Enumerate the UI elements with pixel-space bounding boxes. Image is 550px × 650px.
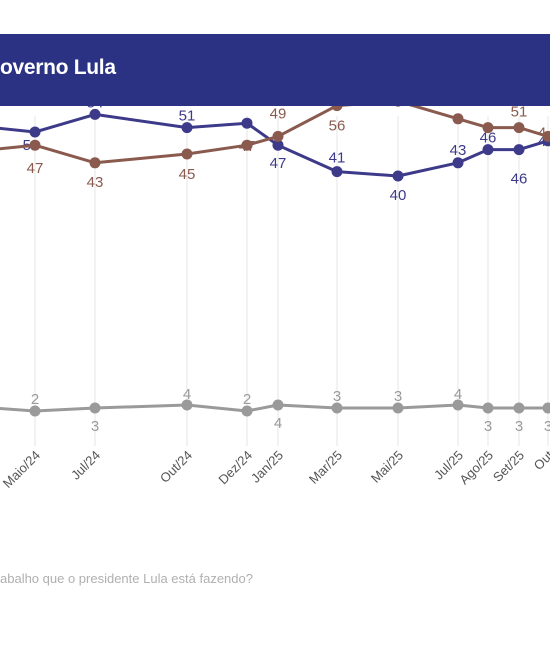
disapprove-point	[272, 130, 284, 142]
disapprove-point	[89, 157, 101, 169]
no-answer-data-label: 4	[274, 415, 282, 432]
disapprove-point	[395, 106, 401, 107]
disapprove-data-label: 56	[329, 118, 346, 135]
approve-data-label: 40	[390, 187, 407, 204]
disapprove-point	[241, 139, 253, 151]
approve-point	[392, 170, 404, 182]
approve-point	[241, 117, 253, 129]
x-tick-label: Out/24	[157, 448, 195, 486]
x-tick-label: Ago/25	[456, 448, 496, 488]
approve-data-label: 46	[480, 130, 497, 147]
disapprove-point	[513, 122, 525, 134]
disapprove-data-label: 45	[179, 166, 196, 183]
disapprove-point	[482, 122, 494, 134]
x-tick-label: Out	[531, 447, 550, 473]
no-answer-point	[392, 402, 404, 414]
disapprove-data-label: 4	[538, 124, 546, 141]
no-answer-point	[181, 399, 193, 411]
approve-point	[29, 126, 41, 138]
disapprove-data-label: 49	[270, 106, 287, 122]
x-tick-label: Mai/25	[368, 448, 406, 486]
approve-data-label: 4	[538, 133, 546, 150]
approve-point	[89, 108, 101, 120]
x-tick-label: Maio/24	[0, 448, 43, 491]
x-tick-label: Mar/25	[306, 448, 345, 487]
approve-point	[513, 144, 525, 156]
disapprove-point	[181, 148, 193, 160]
approve-data-label: 47	[270, 155, 287, 172]
no-answer-point	[89, 402, 101, 414]
no-answer-point	[513, 402, 525, 414]
disapprove-point	[542, 130, 550, 142]
no-answer-point	[482, 402, 494, 414]
top-strip	[0, 0, 550, 34]
no-answer-data-label: 4	[183, 386, 191, 403]
disapprove-point	[331, 106, 343, 112]
x-tick-label: Jan/25	[248, 448, 286, 486]
no-answer-point	[452, 399, 464, 411]
approve-data-label: 41	[329, 150, 346, 167]
x-tick-label: Jul/24	[68, 448, 103, 483]
disapprove-point	[452, 113, 464, 125]
line-chart: 5054515247414043464644743454749565753515…	[0, 106, 550, 491]
no-answer-data-label: 3	[91, 418, 99, 435]
approve-point	[482, 144, 494, 156]
approve-data-label: 46	[511, 171, 528, 188]
chart-title: overno Lula	[0, 56, 116, 79]
no-answer-data-label: 4	[454, 386, 462, 403]
no-answer-data-label: 3	[394, 388, 402, 405]
disapprove-data-label: 43	[87, 174, 104, 191]
no-answer-point	[241, 405, 253, 417]
survey-question: abalho que o presidente Lula está fazend…	[0, 571, 253, 586]
no-answer-data-label: 3	[333, 388, 341, 405]
approve-point	[452, 157, 464, 169]
approve-point	[331, 166, 343, 178]
approve-data-label: 54	[87, 106, 104, 111]
approve-data-label: 43	[450, 142, 467, 159]
no-answer-data-label: 3	[484, 418, 492, 435]
no-answer-data-label: 2	[31, 391, 39, 408]
approve-data-label: 51	[179, 108, 196, 125]
x-tick-label: Dez/24	[215, 448, 255, 488]
disapprove-data-label: 47	[239, 138, 256, 155]
approve-point	[272, 139, 284, 151]
disapprove-point	[29, 139, 41, 151]
no-answer-data-label: 3	[544, 418, 550, 435]
title-bar	[0, 34, 550, 106]
no-answer-point	[29, 405, 41, 417]
x-tick-label: Set/25	[490, 448, 527, 485]
no-answer-point	[272, 399, 284, 411]
disapprove-data-label: 51	[511, 106, 528, 121]
approve-data-label: 52	[239, 106, 256, 107]
no-answer-data-label: 2	[243, 391, 251, 408]
no-answer-data-label: 3	[515, 418, 523, 435]
no-answer-point	[542, 402, 550, 414]
no-answer-point	[331, 402, 343, 414]
approve-point	[181, 122, 193, 134]
disapprove-data-label: 47	[27, 160, 44, 177]
